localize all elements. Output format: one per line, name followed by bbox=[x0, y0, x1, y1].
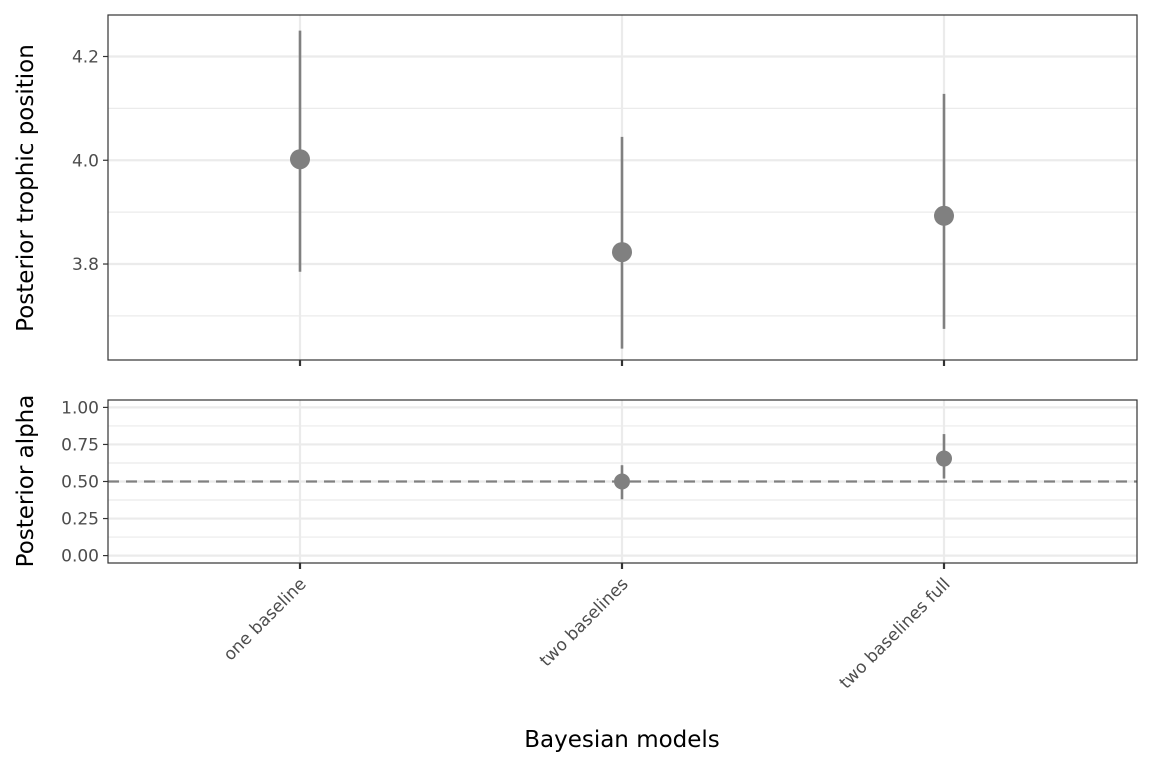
x-ticks-bottom: one baseline two baselines two baselines f… bbox=[220, 563, 955, 693]
x-ticks-top bbox=[298, 360, 946, 366]
y-tick-label: 4.0 bbox=[72, 151, 99, 171]
marks-top bbox=[290, 30, 954, 349]
y-tick-label: 0.75 bbox=[61, 435, 99, 455]
median-point bbox=[614, 473, 630, 490]
x-tick-label: two baselines full bbox=[836, 574, 955, 693]
x-tick-label: one baseline bbox=[220, 574, 311, 665]
x-tick-label: two baselines bbox=[536, 574, 633, 671]
median-point bbox=[934, 205, 954, 226]
x-axis-title: Bayesian models bbox=[524, 727, 720, 753]
panel-alpha: 0.00 0.25 0.50 0.75 1.00 one baseline two bas… bbox=[13, 395, 1138, 693]
panel-trophic-position: 3.8 4.0 4.2 Posterior trophic position bbox=[13, 14, 1138, 366]
y-tick-label: 0.50 bbox=[61, 473, 99, 493]
y-tick-label: 3.8 bbox=[72, 255, 99, 275]
y-ticks-bottom: 0.00 0.25 0.50 0.75 1.00 bbox=[61, 398, 108, 567]
median-point bbox=[612, 242, 632, 263]
y-tick-label: 0.00 bbox=[61, 547, 99, 567]
median-point bbox=[936, 450, 952, 467]
y-tick-label: 0.25 bbox=[61, 510, 99, 530]
marks-bottom bbox=[108, 434, 1137, 500]
median-point bbox=[290, 149, 310, 170]
y-tick-label: 4.2 bbox=[72, 48, 99, 68]
y-axis-title-top: Posterior trophic position bbox=[13, 44, 39, 332]
y-tick-label: 1.00 bbox=[61, 398, 99, 418]
y-ticks-top: 3.8 4.0 4.2 bbox=[72, 48, 108, 275]
y-axis-title-bottom: Posterior alpha bbox=[13, 395, 39, 568]
